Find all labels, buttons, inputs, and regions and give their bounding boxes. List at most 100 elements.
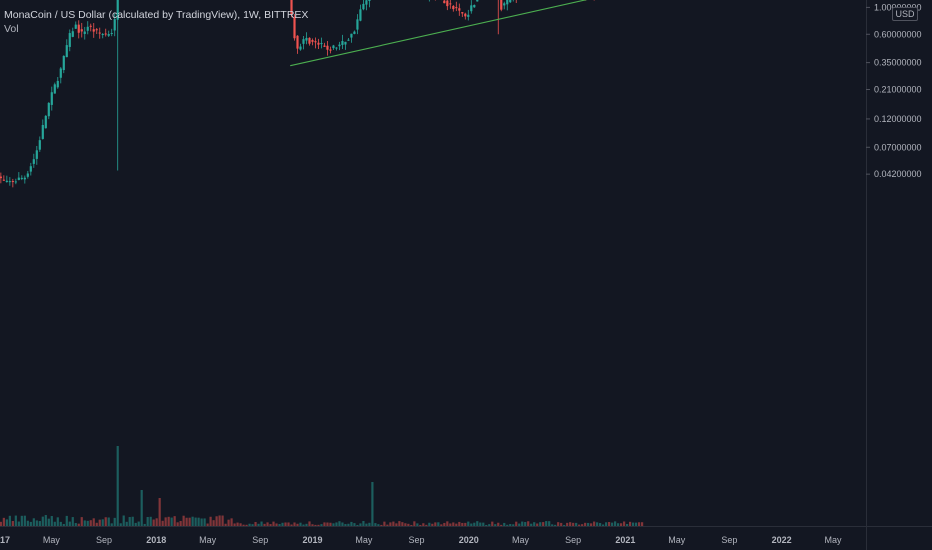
volume-bar (164, 517, 167, 526)
volume-bar (521, 521, 524, 526)
volume-bar (380, 524, 383, 526)
volume-bar (35, 520, 38, 526)
volume-bar (236, 522, 239, 526)
volume-bar (140, 490, 143, 526)
volume-bar (179, 520, 182, 526)
volume-bar (194, 517, 197, 526)
volume-bar (374, 523, 377, 526)
volume-bar (56, 517, 59, 526)
candle-body (509, 0, 512, 3)
volume-bar (631, 522, 635, 526)
volume-bar (344, 524, 347, 526)
candle-body (86, 26, 89, 31)
volume-bar (359, 523, 362, 526)
volume-bar (383, 521, 386, 526)
candle-body (332, 45, 335, 49)
candle-body (2, 179, 5, 181)
volume-bar (299, 522, 302, 526)
volume-bar (80, 517, 83, 526)
volume-bar (428, 522, 431, 526)
volume-bar (464, 522, 467, 526)
volume-bar (155, 518, 158, 526)
volume-bar (392, 521, 395, 526)
candle-body (80, 29, 83, 32)
volume-bar (422, 523, 425, 526)
volume-label[interactable]: Vol (4, 23, 19, 35)
candle-body (62, 55, 65, 71)
volume-bar (125, 521, 128, 526)
volume-bar (593, 521, 596, 526)
candle-body (311, 40, 314, 42)
volume-bar (278, 524, 281, 526)
candle-body (107, 34, 110, 36)
candle-body (473, 4, 476, 8)
volume-bar (470, 523, 473, 526)
candle-body (335, 47, 338, 49)
volume-bar (65, 515, 68, 526)
volume-bar (95, 522, 98, 526)
volume-bar (173, 516, 176, 526)
volume-bar (497, 522, 500, 526)
volume-bar (455, 523, 458, 526)
volume-bar (596, 522, 599, 526)
volume-bar (74, 523, 77, 526)
volume-bar (104, 517, 107, 526)
currency-badge[interactable]: USD (892, 7, 918, 21)
volume-bar (623, 521, 626, 526)
volume-bar (14, 515, 17, 526)
volume-bar (353, 523, 356, 526)
drawings[interactable] (151, 0, 677, 67)
volume-bar (200, 518, 203, 526)
volume-bar (512, 524, 515, 526)
time-tick-label: May (512, 535, 530, 545)
volume-bar (83, 520, 86, 526)
volume-bar (11, 521, 14, 526)
time-axis[interactable]: 2017 May Sep 2018 May Sep 2019 May Sep 2020 May Sep… (0, 535, 842, 545)
candle-body (92, 29, 95, 32)
candle-body (113, 19, 116, 31)
volume-bar (581, 524, 584, 526)
time-tick-label: Sep (252, 535, 268, 545)
volume-bar (308, 521, 311, 526)
candle-body (23, 177, 26, 180)
volume-bar (245, 524, 248, 526)
volume-bar (62, 523, 65, 526)
volume-bar (329, 522, 332, 526)
candle-body (53, 84, 56, 94)
volume-bar (637, 522, 641, 526)
candle-body (476, 0, 479, 2)
candle-body (455, 7, 458, 9)
volume-bar (188, 517, 191, 526)
volume-bar (20, 515, 23, 526)
volume-bar (527, 521, 530, 526)
volume-bar (275, 523, 278, 526)
volume-bar (269, 524, 272, 526)
volume-bar (317, 524, 320, 526)
volume-bar (266, 522, 269, 526)
volume-bar (590, 523, 593, 526)
price-tick-label: 0.60000000 (874, 29, 922, 39)
candle-body (32, 159, 35, 164)
symbol-title[interactable]: MonaCoin / US Dollar (calculated by Trad… (4, 9, 309, 21)
candle-body (353, 31, 356, 34)
volume-bars (0, 446, 644, 526)
volume-bar (71, 517, 74, 526)
price-tick-label: 0.12000000 (874, 114, 922, 124)
volume-bar (410, 524, 413, 526)
volume-bar (41, 516, 44, 526)
volume-bar (605, 522, 608, 526)
volume-bar (320, 524, 323, 526)
volume-bar (296, 523, 299, 526)
volume-bar (185, 517, 188, 526)
volume-bar (323, 522, 326, 526)
time-tick-label: 2020 (459, 535, 479, 545)
candle-body (464, 13, 467, 17)
candle-body (467, 14, 470, 17)
candle-body (20, 177, 23, 179)
time-tick-label: May (199, 535, 217, 545)
time-tick-label: 2021 (615, 535, 635, 545)
volume-bar (287, 522, 290, 526)
volume-bar (143, 523, 146, 526)
